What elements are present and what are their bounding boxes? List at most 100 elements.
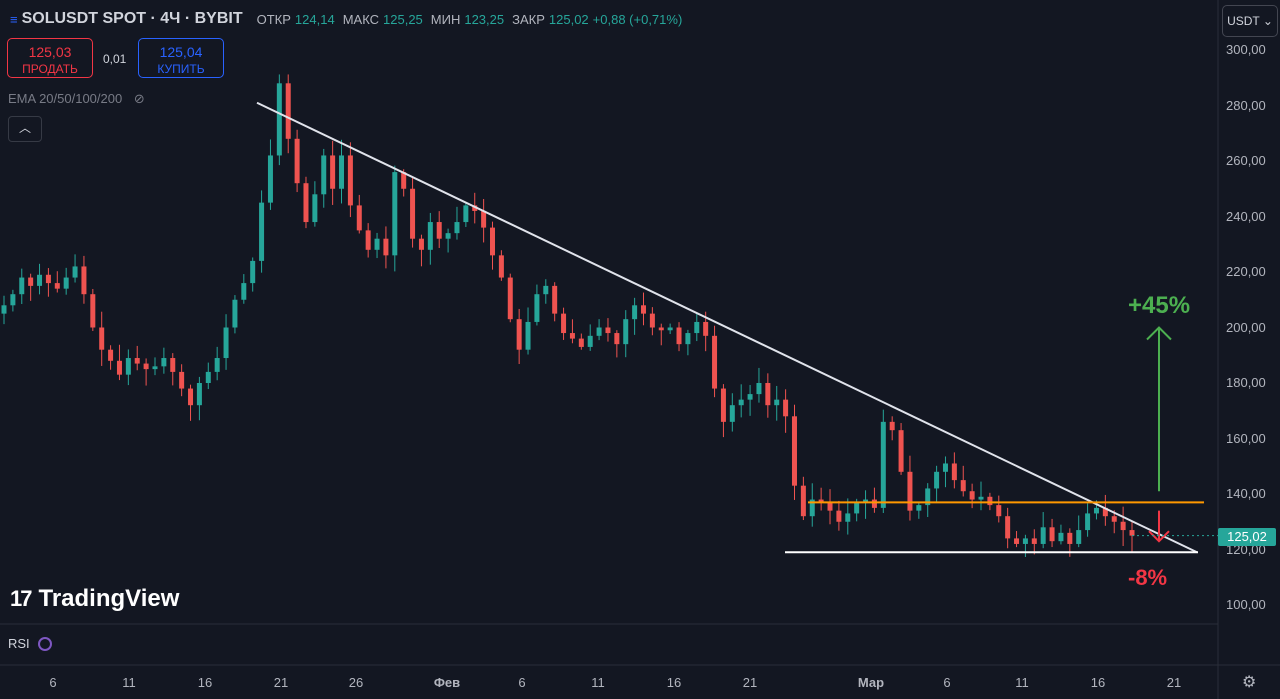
ema-indicator-legend[interactable]: EMA 20/50/100/200 ⊘ — [8, 91, 145, 107]
candle-body — [942, 463, 948, 472]
settings-gear-icon[interactable]: ⚙ — [1242, 674, 1257, 691]
time-tick-label: 6 — [518, 675, 526, 690]
last-price-tag: 125,02 — [1218, 528, 1276, 546]
candle-body — [410, 188, 416, 239]
time-tick-label: 6 — [943, 675, 951, 690]
candle-body — [649, 313, 655, 328]
candle-body — [720, 388, 726, 422]
price-tick-label: 220,00 — [1226, 264, 1266, 279]
candle-body — [365, 230, 371, 250]
candle-body — [72, 266, 78, 278]
candle-body — [116, 360, 122, 375]
close-value: 125,02 — [548, 11, 589, 27]
candle-body — [321, 155, 327, 195]
currency-label: USDT — [1227, 14, 1260, 28]
eye-hidden-icon[interactable]: ⊘ — [133, 91, 145, 106]
sell-button[interactable]: 125,03 ПРОДАТЬ — [7, 38, 93, 78]
candle-body — [63, 277, 69, 289]
candle-body — [1049, 527, 1055, 542]
candle-body — [534, 294, 540, 322]
upside-target-label: +45% — [1128, 292, 1191, 319]
candle-body — [125, 358, 131, 375]
candle-body — [1014, 538, 1020, 544]
candle-body — [871, 499, 877, 508]
high-label: МАКС — [342, 11, 380, 27]
price-tick-label: 160,00 — [1226, 430, 1266, 446]
candle-body — [427, 222, 433, 250]
time-tick-label: Мар — [857, 675, 885, 690]
tradingview-logo[interactable]: 17 TradingView — [10, 585, 179, 613]
price-tick-label: 240,00 — [1226, 208, 1266, 224]
currency-select[interactable]: USDT ⌄ — [1222, 5, 1278, 37]
candle-body — [543, 285, 549, 295]
candle-body — [765, 383, 771, 406]
symbol-title[interactable]: SOLUSDT SPOT · 4Ч · BYBIT — [21, 10, 243, 27]
candle-body — [481, 210, 487, 228]
candle-body — [1067, 532, 1073, 544]
descending-trendline — [256, 101, 1198, 554]
time-tick-label: 21 — [1166, 675, 1182, 690]
candle-body — [161, 358, 167, 367]
candle-body — [791, 416, 797, 486]
candle-body — [1129, 530, 1135, 536]
candle-body — [152, 366, 158, 370]
time-tick-label: 16 — [197, 675, 213, 690]
candle-body — [214, 358, 220, 372]
candle-body — [774, 399, 780, 406]
candle-body — [259, 202, 265, 261]
buy-button[interactable]: 125,04 КУПИТЬ — [138, 38, 224, 78]
candle-body — [250, 260, 256, 284]
upside-arrow-head — [1146, 326, 1172, 341]
candle-body — [1040, 527, 1046, 544]
candle-body — [10, 294, 16, 306]
candle-body — [703, 321, 709, 336]
candle-body — [587, 335, 593, 347]
rsi-pane-legend[interactable]: RSI — [8, 636, 52, 651]
candle-body — [241, 283, 247, 300]
candle-body — [205, 371, 211, 383]
change-value: +0,88 (+0,71%) — [592, 11, 683, 27]
candle-body — [916, 505, 922, 511]
candle-body — [827, 502, 833, 511]
chevron-up-icon: ︿ — [18, 121, 31, 135]
candle-body — [987, 496, 993, 506]
candle-body — [516, 319, 522, 350]
candle-body — [1111, 516, 1117, 522]
candle-body — [632, 305, 638, 320]
collapse-legend-button[interactable]: ︿ — [8, 116, 42, 142]
candle-body — [81, 266, 87, 295]
candle-body — [232, 299, 238, 328]
candle-body — [907, 471, 913, 511]
candle-body — [374, 238, 380, 250]
time-tick-label: 16 — [1090, 675, 1106, 690]
candle-body — [54, 283, 60, 289]
candle-body — [330, 155, 336, 189]
candle-body — [37, 274, 43, 286]
candle-body — [854, 502, 860, 514]
price-tick-label: 200,00 — [1226, 319, 1266, 335]
candle-body — [472, 205, 478, 211]
candle-body — [783, 399, 789, 417]
candle-body — [134, 358, 140, 364]
candle-body — [640, 305, 646, 314]
time-tick-label: 6 — [49, 675, 57, 690]
low-value: 123,25 — [464, 11, 505, 27]
high-value: 125,25 — [383, 11, 423, 27]
candle-body — [179, 371, 185, 389]
layers-icon[interactable]: ≡ — [10, 11, 18, 27]
time-tick-label: 11 — [591, 675, 605, 690]
candle-body — [614, 333, 620, 345]
candle-body — [196, 383, 202, 406]
candle-body — [1093, 507, 1099, 514]
candle-body — [623, 319, 629, 345]
candle-body — [1102, 507, 1108, 517]
candle-body — [934, 471, 940, 489]
time-tick-label: 16 — [666, 675, 682, 690]
candle-body — [951, 463, 957, 481]
candle-body — [880, 421, 886, 508]
price-tick-label: 180,00 — [1226, 375, 1266, 390]
buy-price: 125,04 — [159, 44, 203, 60]
candle-body — [90, 294, 96, 328]
